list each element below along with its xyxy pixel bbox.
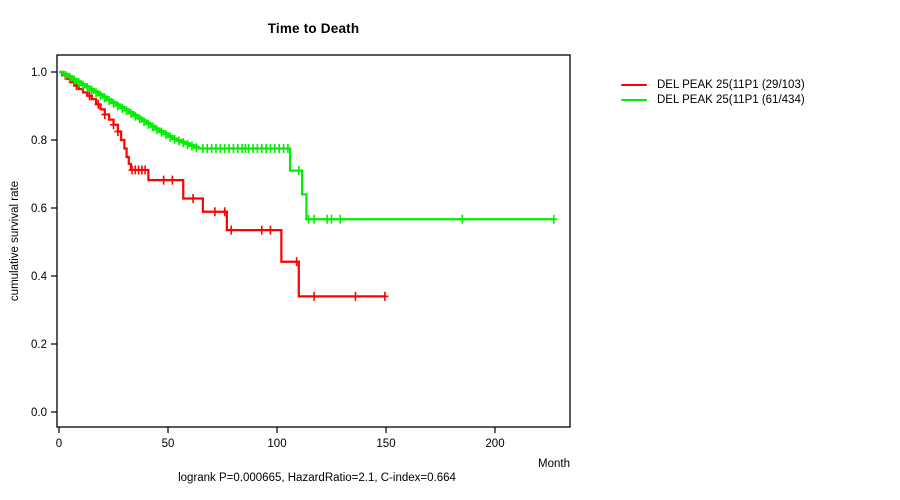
svg-text:150: 150: [376, 438, 395, 450]
svg-text:0.6: 0.6: [31, 203, 47, 215]
legend-line-green: [621, 98, 647, 102]
svg-text:1.0: 1.0: [31, 67, 47, 79]
legend-item-red: DEL PEAK 25(11P1 (29/103): [621, 79, 805, 91]
legend-label-red: DEL PEAK 25(11P1 (29/103): [657, 79, 805, 91]
svg-text:0.8: 0.8: [31, 135, 47, 147]
svg-text:200: 200: [485, 438, 504, 450]
plot-title: Time to Death: [267, 21, 360, 36]
svg-text:100: 100: [267, 438, 286, 450]
legend: DEL PEAK 25(11P1 (29/103) DEL PEAK 25(11…: [621, 79, 805, 106]
legend-line-red: [621, 83, 647, 87]
legend-label-green: DEL PEAK 25(11P1 (61/434): [657, 94, 805, 106]
svg-text:0.4: 0.4: [31, 271, 48, 283]
svg-text:0.2: 0.2: [31, 339, 47, 351]
legend-item-green: DEL PEAK 25(11P1 (61/434): [621, 94, 805, 106]
svg-text:0: 0: [56, 438, 62, 450]
y-axis-label: cumulative survival rate: [9, 180, 21, 302]
svg-text:50: 50: [162, 438, 175, 450]
stats-caption: logrank P=0.000665, HazardRatio=2.1, C-i…: [178, 472, 456, 484]
svg-text:0.0: 0.0: [31, 407, 47, 419]
x-axis-label: Month: [538, 458, 570, 470]
